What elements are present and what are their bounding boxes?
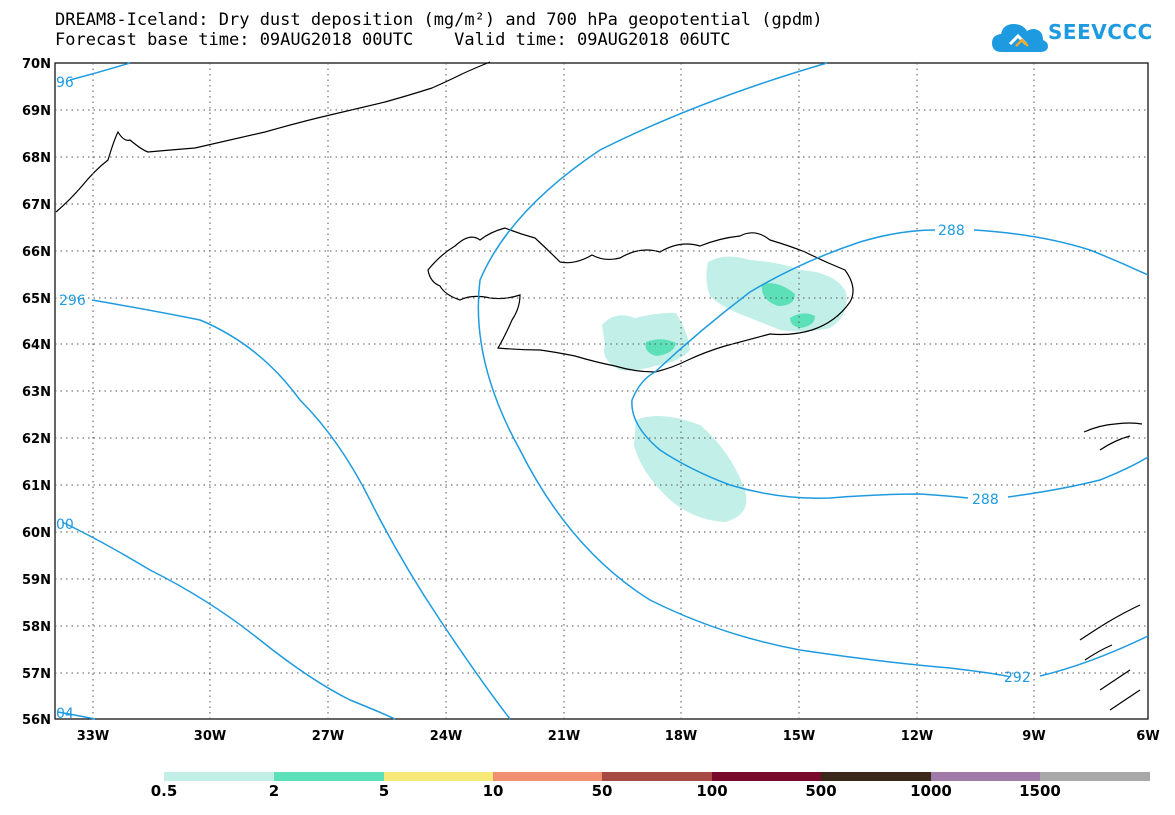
lon-label: 30W (194, 729, 226, 744)
lat-label: 58N (22, 620, 51, 635)
lat-label: 67N (22, 198, 51, 213)
contour-line (61, 521, 396, 720)
dust-area (761, 283, 795, 306)
legend-swatch (164, 772, 274, 781)
legend-swatch (931, 772, 1040, 781)
legend-label: 2 (268, 782, 280, 800)
dust-area (634, 416, 747, 522)
contour-label: 288 (972, 492, 999, 508)
legend-swatch (712, 772, 821, 781)
contour-line (1039, 635, 1149, 677)
lon-label: 9W (1022, 729, 1045, 744)
longitude-labels: 33W 30W 27W 24W 21W 18W 15W 12W 9W 6W (77, 729, 1160, 744)
graticule (55, 63, 1148, 719)
norway-coast (1079, 422, 1143, 711)
lat-label: 56N (22, 713, 51, 728)
contour-line (91, 299, 511, 720)
lat-label: 64N (22, 338, 51, 353)
contour-label: 96 (56, 75, 74, 91)
contour-label: 296 (59, 293, 86, 309)
contour-label: 04 (56, 706, 74, 722)
legend-label: 0.5 (150, 782, 178, 800)
latitude-labels: 70N 69N 68N 67N 66N 65N 64N 63N 62N 61N … (22, 57, 51, 728)
lat-label: 57N (22, 667, 51, 682)
contour-line (57, 711, 96, 720)
lon-label: 21W (548, 729, 580, 744)
lon-label: 27W (312, 729, 344, 744)
legend-label: 50 (591, 782, 613, 800)
lat-label: 59N (22, 573, 51, 588)
map-subtitle: Forecast base time: 09AUG2018 00UTC Vali… (55, 30, 731, 50)
legend-swatch (493, 772, 602, 781)
lat-label: 70N (22, 57, 51, 72)
legend-swatch (1040, 772, 1150, 781)
legend-swatch (274, 772, 384, 781)
legend-label: 500 (805, 782, 837, 800)
contour-labels: 96 296 00 04 288 288 292 (56, 75, 1031, 722)
lon-label: 12W (901, 729, 933, 744)
contour-line (631, 371, 969, 499)
lon-label: 33W (77, 729, 109, 744)
legend-label: 100 (696, 782, 728, 800)
contour-line (477, 62, 1011, 678)
lat-label: 63N (22, 385, 51, 400)
dust-area (645, 339, 676, 356)
lat-label: 62N (22, 432, 51, 447)
contour-label: 292 (1004, 670, 1031, 686)
map-frame (54, 62, 1149, 720)
dust-area (602, 312, 690, 371)
lat-label: 60N (22, 526, 51, 541)
legend-label: 1500 (1019, 782, 1061, 800)
legend-swatch (384, 772, 493, 781)
legend-label: 10 (482, 782, 504, 800)
dust-deposition-areas (602, 256, 847, 522)
legend-swatch (821, 772, 931, 781)
lat-label: 68N (22, 151, 51, 166)
logo-text: SEEVCCC (1048, 20, 1153, 44)
geopotential-contours (57, 62, 1149, 720)
lat-label: 61N (22, 479, 51, 494)
contour-line (654, 229, 936, 373)
cloud-icon (992, 24, 1048, 52)
lat-label: 66N (22, 245, 51, 260)
contour-label: 288 (938, 223, 965, 239)
lon-label: 15W (783, 729, 815, 744)
lon-label: 18W (665, 729, 697, 744)
lat-label: 65N (22, 292, 51, 307)
greenland-coast (55, 61, 491, 213)
lon-label: 24W (430, 729, 462, 744)
dust-area (790, 313, 815, 328)
contour-line (69, 62, 131, 81)
contour-line (1007, 456, 1149, 498)
iceland-coast (427, 227, 854, 373)
lat-label: 69N (22, 104, 51, 119)
contour-line (973, 229, 1149, 276)
coastlines (55, 61, 1143, 711)
contour-label: 00 (56, 517, 74, 533)
lon-label: 6W (1136, 729, 1159, 744)
legend-label: 5 (378, 782, 390, 800)
legend-label: 1000 (910, 782, 952, 800)
legend-swatch (602, 772, 712, 781)
map-title: DREAM8-Iceland: Dry dust deposition (mg/… (55, 10, 823, 30)
